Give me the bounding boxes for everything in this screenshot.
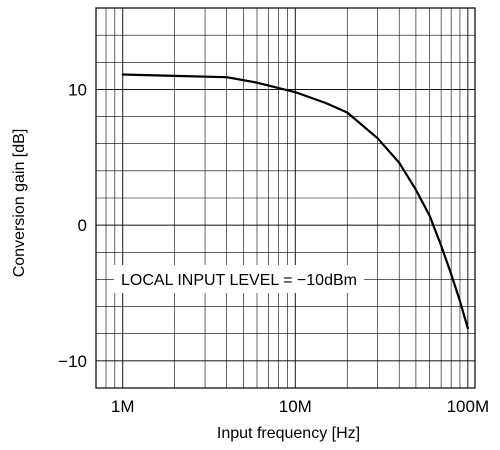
y-tick-label: −10 [58, 352, 87, 371]
x-tick-label: 10M [279, 397, 312, 416]
annotation-background [114, 265, 364, 293]
y-axis-label: Conversion gain [dB] [11, 129, 28, 278]
tick-labels: 1M 10M 100M 10 0 −10 [58, 80, 489, 416]
y-tick-label: 10 [68, 80, 87, 99]
annotation: LOCAL INPUT LEVEL = −10dBm [114, 265, 364, 293]
series-layer [121, 73, 469, 330]
x-tick-label: 100M [447, 397, 490, 416]
series-line [121, 73, 469, 330]
x-axis-label: Input frequency [Hz] [217, 425, 360, 442]
plot-frame [95, 7, 476, 389]
annotation-text: LOCAL INPUT LEVEL = −10dBm [121, 272, 357, 289]
x-tick-label: 1M [111, 397, 135, 416]
y-tick-label: 0 [78, 216, 87, 235]
grid [96, 8, 475, 388]
